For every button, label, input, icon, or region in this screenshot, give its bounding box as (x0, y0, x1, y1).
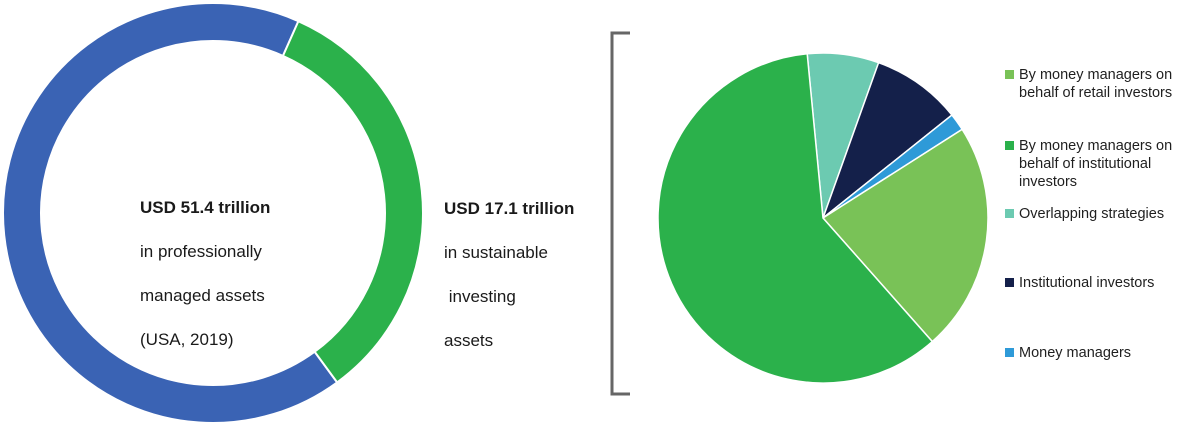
donut-slice-sustainable-assets (281, 19, 424, 384)
bracket (610, 31, 630, 396)
donut-label-line-2: in professionally (140, 242, 262, 261)
legend-item-institutional-mm: By money managers on behalf of instituti… (1005, 137, 1195, 191)
legend-label: Institutional investors (1019, 275, 1155, 291)
donut-chart (2, 2, 424, 423)
legend-item-money-managers: Money managers (1005, 344, 1195, 362)
legend-swatch (1005, 348, 1014, 357)
legend-swatch (1005, 278, 1014, 287)
bracket-label-line-4: assets (444, 331, 494, 350)
bracket-label-line-1: USD 17.1 trillion (444, 199, 575, 218)
legend-swatch (1005, 70, 1014, 79)
donut-label-line-3: managed assets (140, 286, 265, 305)
legend-item-overlapping: Overlapping strategies (1005, 205, 1195, 223)
donut-label-line-1: USD 51.4 trillion (140, 198, 271, 217)
legend-label: By money managers on behalf of instituti… (1019, 138, 1173, 190)
donut-slice-other-assets (2, 2, 339, 423)
bracket-label-line-3: investing (444, 287, 516, 306)
legend-swatch (1005, 141, 1014, 150)
pie-slice-retail (821, 128, 989, 343)
bracket-label-line-2: in sustainable (444, 243, 548, 262)
legend-item-retail: By money managers on behalf of retail in… (1005, 66, 1195, 102)
pie-slice-institutional-mm (657, 52, 934, 384)
legend-swatch (1005, 209, 1014, 218)
legend-label: By money managers on behalf of retail in… (1019, 67, 1173, 101)
donut-label-line-4: (USA, 2019) (140, 330, 234, 349)
pie-slice-institutional-investors (821, 61, 953, 221)
pie-chart (657, 52, 989, 384)
legend-label: Money managers (1019, 345, 1132, 361)
legend-item-institutional-investors: Institutional investors (1005, 274, 1195, 292)
legend-label: Overlapping strategies (1019, 206, 1165, 222)
donut-center-label: USD 51.4 trillion in professionally mana… (140, 175, 340, 351)
bracket-label: USD 17.1 trillion in sustainable investi… (444, 176, 614, 352)
